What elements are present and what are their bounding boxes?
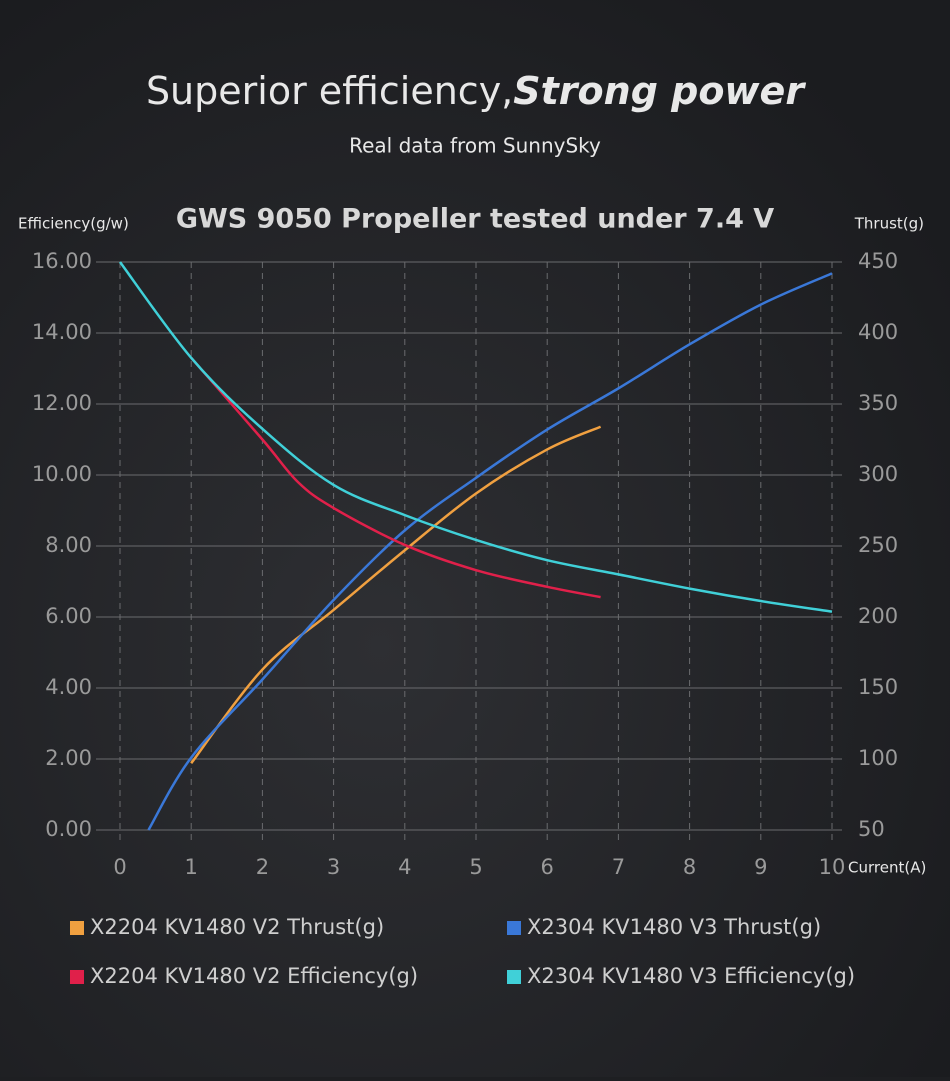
- legend-label: X2304 KV1480 V3 Thrust(g): [527, 915, 821, 939]
- series-line: [118, 261, 833, 613]
- legend-label: X2304 KV1480 V3 Efficiency(g): [527, 964, 855, 988]
- plot: [118, 261, 833, 831]
- x-tick-label: 5: [469, 855, 482, 879]
- y2-tick-label: 400: [858, 320, 898, 344]
- y2-tick-label: 250: [858, 533, 898, 557]
- x-tick-label: 1: [185, 855, 198, 879]
- y2-tick-label: 100: [858, 746, 898, 770]
- y2-axis-label: Thrust(g): [854, 215, 924, 233]
- y2-tick-label: 350: [858, 391, 898, 415]
- x-tick-label: 2: [256, 855, 269, 879]
- y-tick-label: 14.00: [32, 320, 92, 344]
- grid: 0.00 2.00 4.00 6.00 8.00 10.00 12.00 14.00 16.00…: [32, 249, 898, 879]
- legend-swatch: [70, 921, 84, 935]
- y2-tick-label: 300: [858, 462, 898, 486]
- y-tick-label: 10.00: [32, 462, 92, 486]
- chart-title: GWS 9050 Propeller tested under 7.4 V: [176, 204, 774, 235]
- y-tick-label: 12.00: [32, 391, 92, 415]
- x-tick-label: 10: [819, 855, 846, 879]
- y-tick-label: 4.00: [45, 675, 92, 699]
- y-tick-label: 8.00: [45, 533, 92, 557]
- x-tick-label: 6: [541, 855, 554, 879]
- y2-tick-label: 50: [858, 817, 885, 841]
- y2-tick-label: 450: [858, 249, 898, 273]
- x-tick-label: 4: [398, 855, 411, 879]
- legend-swatch: [507, 921, 521, 935]
- y-axis-label: Efficiency(g/w): [18, 215, 129, 233]
- series-line: [190, 425, 602, 765]
- series-line: [190, 357, 601, 599]
- x-tick-label: 9: [754, 855, 767, 879]
- legend: X2204 KV1480 V2 Thrust(g) X2304 KV1480 V3…: [70, 915, 855, 988]
- subtitle: Real data from SunnySky: [349, 134, 601, 158]
- y-tick-label: 2.00: [45, 746, 92, 770]
- legend-label: X2204 KV1480 V2 Thrust(g): [90, 915, 384, 939]
- x-tick-label: 3: [327, 855, 340, 879]
- x-tick-label: 0: [113, 855, 126, 879]
- title-text: Superior efficiency,: [146, 69, 513, 113]
- series-line: [147, 272, 833, 831]
- legend-swatch: [70, 970, 84, 984]
- x-axis-label: Current(A): [848, 859, 926, 877]
- title-emphasis: Strong power: [513, 69, 806, 113]
- legend-swatch: [507, 970, 521, 984]
- x-tick-label: 8: [683, 855, 696, 879]
- x-tick-label: 7: [612, 855, 625, 879]
- title: Superior efficiency,Strong power: [146, 69, 806, 113]
- y2-tick-label: 200: [858, 604, 898, 628]
- y-tick-label: 0.00: [45, 817, 92, 841]
- y-tick-label: 16.00: [32, 249, 92, 273]
- y2-tick-label: 150: [858, 675, 898, 699]
- legend-label: X2204 KV1480 V2 Efficiency(g): [90, 964, 418, 988]
- y-tick-label: 6.00: [45, 604, 92, 628]
